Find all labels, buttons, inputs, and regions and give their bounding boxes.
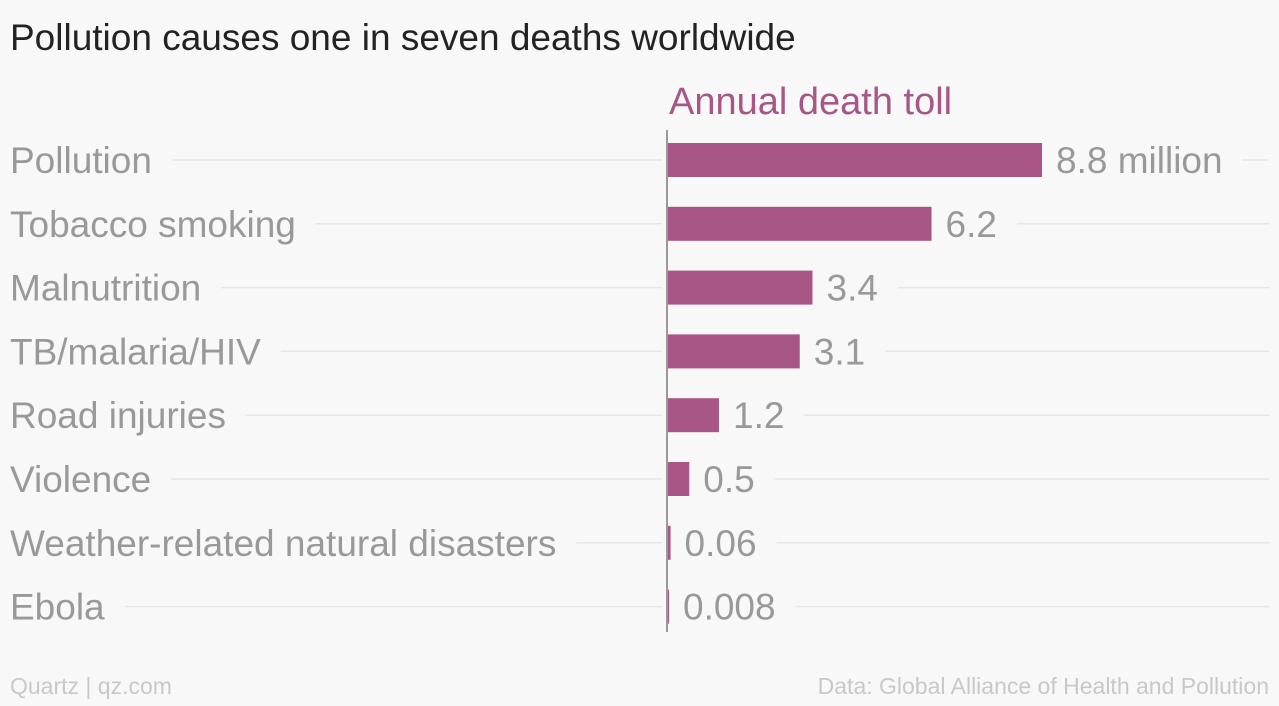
category-label-tb-malaria-hiv: TB/malaria/HIV bbox=[10, 331, 261, 372]
value-label-tb-malaria-hiv: 3.1 bbox=[814, 331, 865, 372]
series-header: Annual death toll bbox=[669, 81, 952, 123]
category-labels: Pollution Tobacco smoking Malnutrition TB/m… bbox=[10, 140, 556, 628]
category-label-violence: Violence bbox=[10, 459, 151, 500]
chart-title: Pollution causes one in seven deaths wor… bbox=[10, 17, 796, 58]
bar-road-injuries bbox=[668, 398, 719, 433]
value-label-malnutrition: 3.4 bbox=[827, 268, 878, 309]
value-label-tobacco-smoking: 6.2 bbox=[946, 204, 997, 245]
value-label-weather-related-natural-disasters: 0.06 bbox=[685, 523, 757, 564]
category-label-malnutrition: Malnutrition bbox=[10, 268, 201, 309]
footer-source: Data: Global Alliance of Health and Poll… bbox=[818, 673, 1269, 699]
value-label-road-injuries: 1.2 bbox=[733, 395, 784, 436]
bar-tobacco-smoking bbox=[668, 206, 932, 241]
category-label-pollution: Pollution bbox=[10, 140, 152, 181]
category-label-weather-related-natural-disasters: Weather-related natural disasters bbox=[10, 523, 556, 564]
value-label-violence: 0.5 bbox=[703, 459, 754, 500]
bar-tb-malaria-hiv bbox=[668, 334, 800, 369]
category-label-ebola: Ebola bbox=[10, 587, 105, 628]
bar-malnutrition bbox=[668, 270, 813, 305]
value-label-ebola: 0.008 bbox=[683, 587, 776, 628]
bars bbox=[668, 143, 1042, 624]
bar-pollution bbox=[668, 143, 1042, 177]
gridlines bbox=[124, 159, 1269, 608]
bar-weather-related-natural-disasters bbox=[668, 525, 671, 560]
bar-violence bbox=[668, 462, 690, 496]
category-label-road-injuries: Road injuries bbox=[10, 395, 226, 436]
footer-credit: Quartz | qz.com bbox=[10, 673, 172, 699]
value-label-pollution: 8.8 million bbox=[1056, 140, 1223, 181]
value-labels: 8.8 million 6.2 3.4 3.1 1.2 0.5 0.06 0.008 bbox=[683, 140, 1223, 628]
bar-ebola bbox=[668, 589, 669, 624]
category-label-tobacco-smoking: Tobacco smoking bbox=[10, 204, 296, 245]
